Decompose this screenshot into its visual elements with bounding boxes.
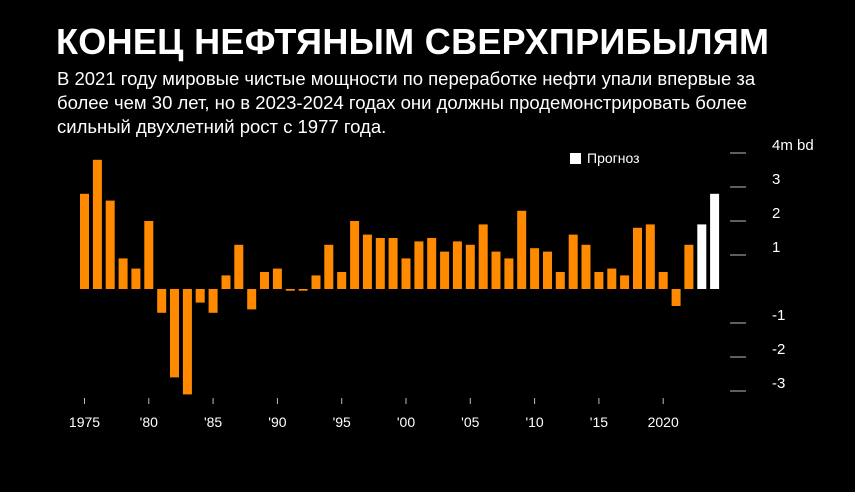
bar-2006 (478, 224, 488, 289)
y-tick-label-2: 2 (772, 205, 780, 222)
bar-2010 (530, 248, 540, 289)
bar-2018 (633, 227, 642, 289)
bar-2021 (671, 289, 681, 306)
bar-1976 (92, 159, 102, 289)
bar-1985 (208, 289, 218, 313)
bar-2001 (414, 241, 424, 289)
bar-1996 (350, 221, 360, 289)
bar-1989 (260, 272, 269, 289)
bar-2002 (427, 238, 437, 289)
y-tick-label--1: -1 (772, 307, 785, 324)
x-tick-label-1990: '90 (268, 414, 286, 430)
bar-1998 (375, 238, 385, 289)
bar-1991 (285, 289, 295, 291)
bar-1999 (388, 238, 398, 289)
bar-2008 (504, 258, 514, 289)
x-tick-label-1985: '85 (204, 414, 222, 430)
bar-1997 (362, 234, 372, 289)
bar-1982 (170, 289, 179, 378)
bar-1993 (311, 275, 321, 289)
bar-2004 (452, 241, 462, 289)
bar-1975 (80, 193, 89, 289)
x-tick-label-1975: 1975 (69, 414, 100, 430)
bar-2024 (710, 193, 720, 289)
bar-2013 (568, 234, 578, 289)
y-tick-label-4: 4m bd (772, 137, 814, 154)
chart-subtitle: В 2021 году мировые чистые мощности по п… (57, 68, 756, 137)
bar-1990 (272, 268, 282, 289)
bar-2016 (607, 268, 617, 289)
x-tick-label-1995: '95 (333, 414, 351, 430)
x-tick-label-2005: '05 (461, 414, 479, 430)
bar-1988 (247, 289, 257, 310)
x-tick-label-2015: '15 (590, 414, 608, 430)
bar-2014 (581, 244, 591, 289)
bar-2017 (620, 275, 630, 289)
y-tick-label--2: -2 (772, 341, 785, 358)
legend: Прогноз (570, 150, 640, 166)
bar-1978 (118, 258, 128, 289)
bar-2012 (555, 272, 565, 289)
x-tick-label-2000: '00 (397, 414, 415, 430)
bar-1984 (195, 289, 205, 303)
x-tick-label-2020: 2020 (648, 414, 679, 430)
bar-1995 (337, 272, 347, 289)
x-tick-label-1980: '80 (140, 414, 158, 430)
y-tick-label-1: 1 (772, 239, 780, 256)
bar-1987 (234, 244, 244, 289)
bar-2009 (517, 210, 527, 289)
bar-2019 (645, 224, 655, 289)
bar-2015 (594, 272, 604, 289)
bar-1981 (157, 289, 167, 313)
bar-1986 (221, 275, 231, 289)
bar-1994 (324, 244, 334, 289)
y-tick-label--3: -3 (772, 375, 785, 392)
legend-forecast-swatch (570, 152, 581, 164)
bar-1980 (144, 221, 154, 289)
bar-2000 (401, 258, 411, 289)
legend-forecast-label: Прогноз (587, 150, 640, 166)
bar-2011 (543, 251, 552, 289)
bar-1979 (131, 268, 141, 289)
chart-title: КОНЕЦ НЕФТЯНЫМ СВЕРХПРИБЫЛЯМ (56, 21, 770, 62)
bar-2007 (491, 251, 501, 289)
bar-2023 (697, 224, 707, 289)
bar-2005 (465, 244, 475, 289)
x-tick-label-2010: '10 (525, 414, 543, 430)
y-tick-label-3: 3 (772, 171, 780, 188)
bar-2003 (440, 251, 450, 289)
bar-2020 (658, 272, 668, 289)
bar-1977 (105, 200, 115, 289)
bar-2022 (684, 244, 694, 289)
bar-1992 (298, 289, 308, 291)
bar-1983 (182, 289, 192, 395)
